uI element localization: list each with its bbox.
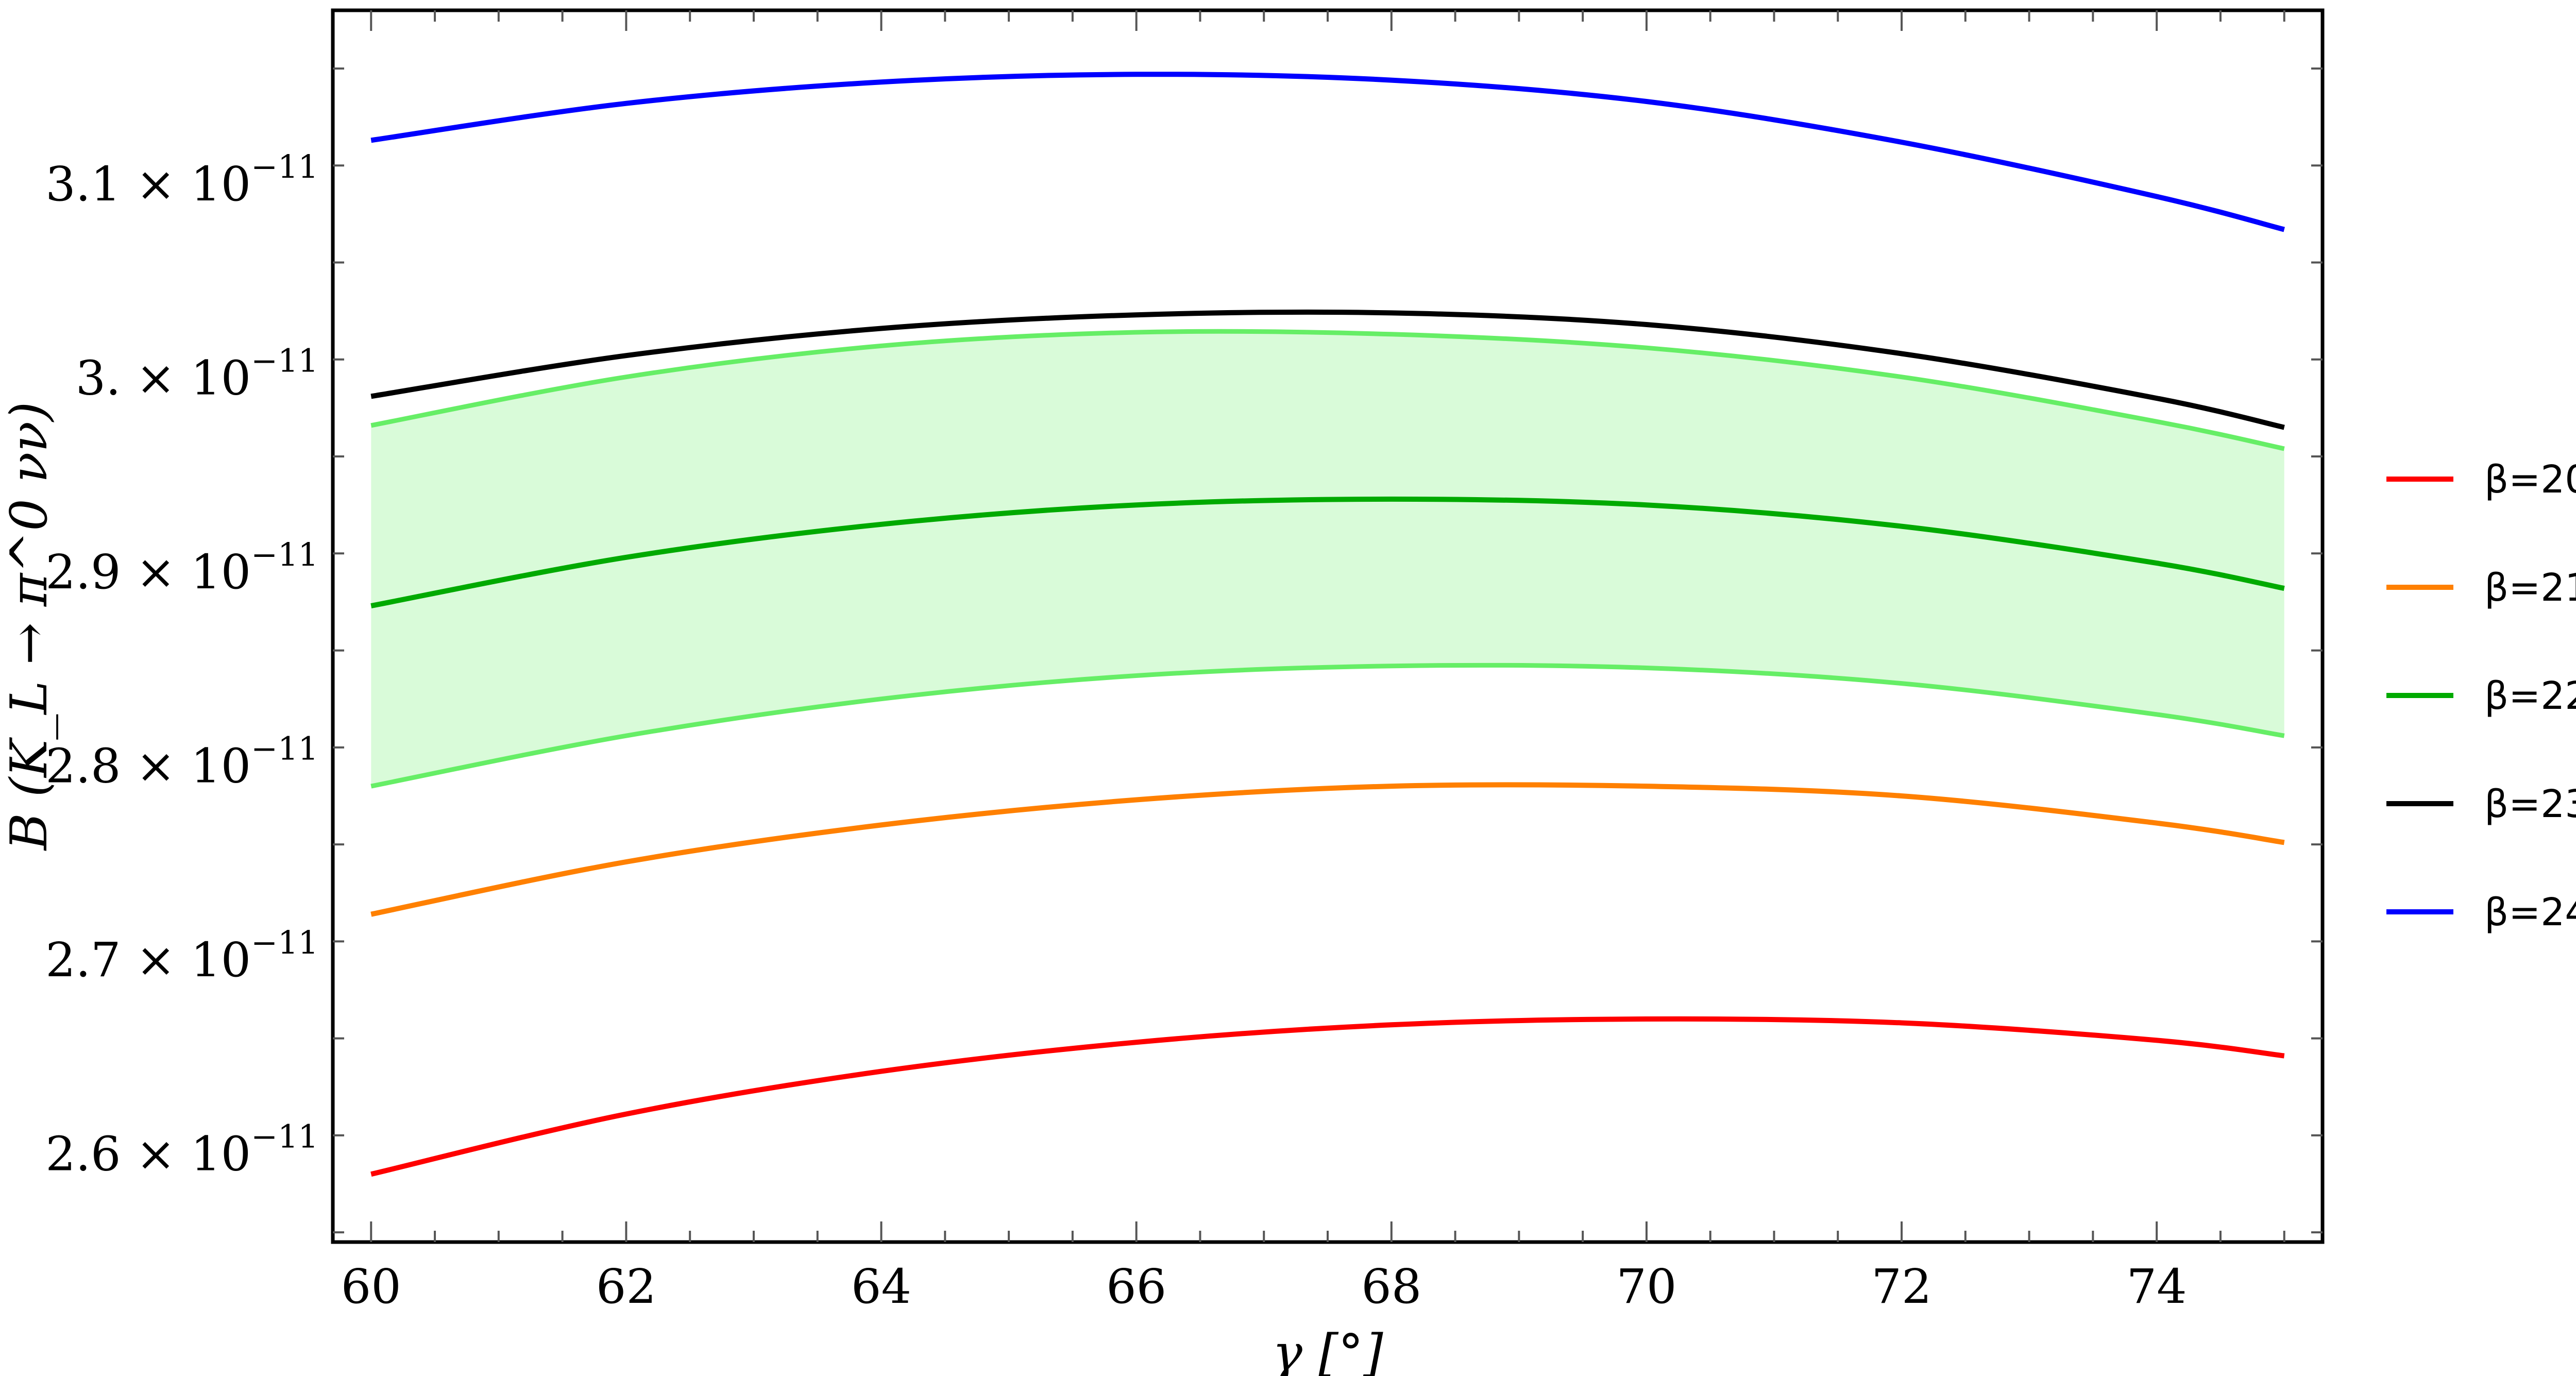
band-fill [371, 331, 2284, 787]
y-axis-title: B (K_L → π^0 νν) [0, 402, 59, 852]
series-line-2 [370, 496, 2285, 608]
x-axis-title: γ [°] [1272, 1324, 1383, 1376]
legend-label-2: β=22.2° [2484, 674, 2576, 718]
x-tick-label: 74 [2127, 1259, 2187, 1314]
legend: β=20° β=21° β=22.2° β=23° β=24° [2386, 457, 2576, 935]
band-layer [370, 329, 2285, 789]
series-line-3 [370, 309, 2285, 430]
band-lower-line [370, 662, 2285, 789]
x-tick-label: 66 [1106, 1259, 1166, 1314]
x-tick-label: 72 [1871, 1259, 1931, 1314]
legend-label-0: β=20° [2484, 457, 2576, 502]
y-tick-label: 2.7 × 10−11 [45, 924, 318, 988]
legend-label-3: β=23° [2484, 782, 2576, 826]
band-upper-line [370, 329, 2285, 451]
x-tick-label: 70 [1616, 1259, 1676, 1314]
series-line-0 [370, 1016, 2285, 1177]
y-tick-label: 2.6 × 10−11 [45, 1118, 318, 1182]
x-tick-label: 64 [851, 1259, 911, 1314]
legend-label-4: β=24° [2484, 890, 2576, 935]
series-line-1 [370, 782, 2285, 917]
x-tick-layer: 60 62 64 66 68 70 72 74 [341, 10, 2285, 1314]
series-line-4 [370, 72, 2285, 232]
y-tick-layer: 2.6 × 10−11 2.7 × 10−11 2.8 × 10−11 2.9 × 1… [45, 67, 2323, 1234]
y-tick-label: 3.1 × 10−11 [45, 148, 318, 212]
x-tick-label: 68 [1361, 1259, 1421, 1314]
x-tick-label: 60 [341, 1259, 401, 1314]
x-tick-label: 62 [596, 1259, 656, 1314]
series-layer [370, 72, 2285, 1177]
y-tick-label: 3. × 10−11 [76, 342, 318, 405]
y-tick-label: 2.9 × 10−11 [45, 536, 318, 600]
legend-label-1: β=21° [2484, 566, 2576, 610]
y-tick-label: 2.8 × 10−11 [45, 729, 318, 793]
